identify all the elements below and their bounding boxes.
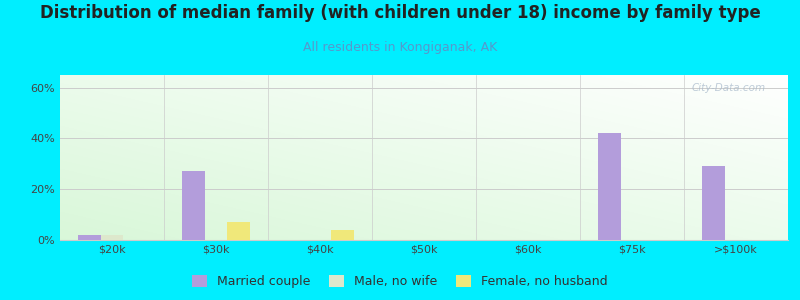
Bar [702,167,725,240]
Bar [598,134,621,240]
Bar [78,235,101,240]
Bar [227,222,250,240]
Text: Distribution of median family (with children under 18) income by family type: Distribution of median family (with chil… [40,4,760,22]
Text: All residents in Kongiganak, AK: All residents in Kongiganak, AK [303,40,497,53]
Legend: Married couple, Male, no wife, Female, no husband: Married couple, Male, no wife, Female, n… [190,273,610,291]
Bar [182,172,205,240]
Bar [101,235,123,240]
Text: City-Data.com: City-Data.com [692,83,766,93]
Bar [331,230,354,240]
